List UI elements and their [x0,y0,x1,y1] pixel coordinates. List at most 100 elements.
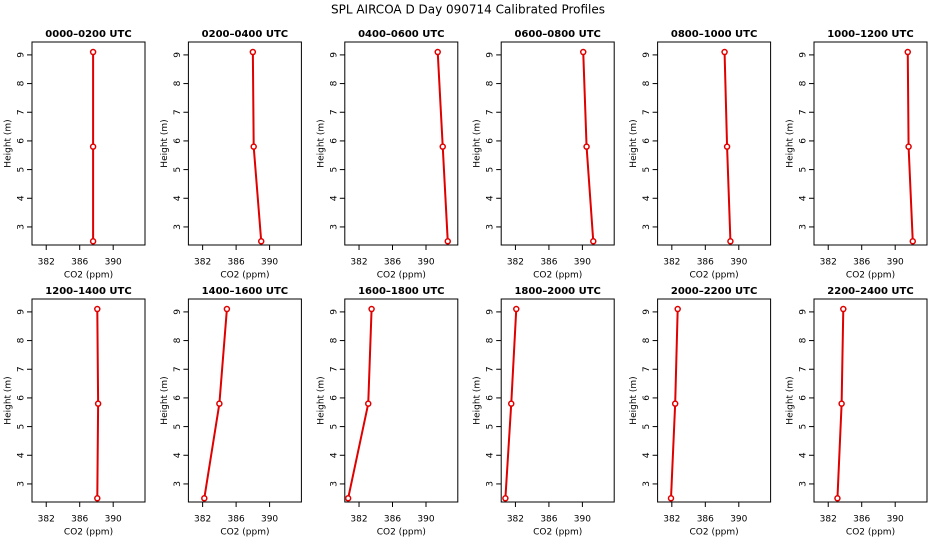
y-tick-label: 7 [17,366,27,372]
profile-point [667,495,675,502]
y-tick-label: 7 [486,109,496,115]
x-tick-label: 382 [350,258,367,268]
y-tick-label: 5 [173,424,183,430]
x-tick-label: 382 [820,258,837,268]
y-tick-label: 6 [173,395,183,401]
y-tick-label: 3 [642,481,652,487]
plot-frame [344,41,459,246]
x-axis-label: CO2 (ppm) [533,271,582,281]
y-tick-label: 7 [329,366,339,372]
x-tick-label: 386 [228,515,245,525]
y-axis-label: Height (m) [473,376,483,424]
y-tick-label: 6 [799,138,809,144]
profile-point [216,400,223,407]
y-tick-label: 8 [173,80,183,86]
x-tick-label: 382 [38,515,55,525]
y-tick-label: 7 [486,366,496,372]
profile-point [89,238,97,245]
x-axis-label: CO2 (ppm) [533,528,582,538]
y-tick-label: 3 [17,224,27,230]
y-tick-label: 9 [486,309,496,315]
profile-point [201,495,208,502]
y-tick-label: 3 [173,224,183,230]
x-tick-label: 390 [105,258,122,268]
panel-title: 0400–0600 UTC [358,29,444,40]
y-tick-label: 4 [799,452,809,458]
profile-point [590,238,597,245]
y-tick-label: 6 [17,395,27,401]
y-tick-label: 3 [329,481,339,487]
profile-point [723,143,731,150]
y-tick-label: 3 [799,481,809,487]
plot-frame [187,298,302,503]
y-axis-label: Height (m) [4,376,14,424]
x-tick-label: 390 [574,515,591,525]
y-tick-label: 6 [173,138,183,144]
y-tick-label: 8 [17,80,27,86]
y-tick-label: 4 [642,452,652,458]
x-tick-label: 386 [853,258,870,268]
x-tick-label: 390 [730,515,747,525]
y-tick-label: 4 [17,195,27,201]
profile-point [444,238,452,245]
y-axis-label: Height (m) [629,376,639,424]
y-tick-label: 4 [642,195,652,201]
x-tick-label: 382 [820,515,837,525]
y-tick-label: 5 [173,167,183,173]
x-tick-label: 390 [574,258,591,268]
profile-point [94,305,101,313]
y-tick-label: 9 [799,52,809,58]
x-tick-label: 386 [384,258,401,268]
y-tick-label: 3 [799,224,809,230]
y-tick-label: 8 [329,80,339,86]
profile-point [249,48,257,56]
x-tick-label: 390 [730,258,747,268]
y-tick-label: 6 [642,138,652,144]
y-tick-label: 3 [486,481,496,487]
y-tick-label: 4 [799,195,809,201]
y-tick-label: 3 [486,224,496,230]
profile-point [223,305,231,313]
x-tick-label: 386 [384,515,401,525]
profile-point [513,305,520,313]
profile-point [507,400,515,407]
y-tick-label: 5 [17,424,27,430]
x-tick-label: 390 [887,515,904,525]
panel-title: 0200–0400 UTC [202,29,288,40]
y-axis-label: Height (m) [316,376,326,424]
y-tick-label: 6 [329,138,339,144]
x-tick-label: 382 [663,258,680,268]
profile-point [904,48,911,56]
panel-title: 1000–1200 UTC [827,29,913,40]
y-tick-label: 6 [17,138,27,144]
x-axis-label: CO2 (ppm) [846,528,895,538]
profile-point [727,238,734,245]
y-tick-label: 9 [17,52,27,58]
x-tick-label: 390 [417,258,434,268]
y-tick-label: 7 [173,366,183,372]
y-tick-label: 8 [17,337,27,343]
x-tick-label: 390 [261,515,278,525]
y-tick-label: 7 [173,109,183,115]
profile-point [89,143,97,150]
y-axis-label: Height (m) [629,119,639,167]
panel-title: 1200–1400 UTC [45,286,131,297]
y-axis-label: Height (m) [473,119,483,167]
y-tick-label: 9 [17,309,27,315]
y-tick-label: 4 [173,452,183,458]
x-tick-label: 382 [507,258,524,268]
y-tick-label: 9 [642,52,652,58]
y-axis-label: Height (m) [160,376,170,424]
profile-point [89,48,97,56]
y-tick-label: 5 [799,167,809,173]
y-tick-label: 3 [642,224,652,230]
page-title: SPL AIRCOA D Day 090714 Calibrated Profi… [331,3,605,17]
profile-point [838,400,845,407]
y-tick-label: 7 [642,366,652,372]
y-tick-label: 3 [173,481,183,487]
profile-point [834,495,841,502]
x-tick-label: 386 [540,258,557,268]
x-axis-label: CO2 (ppm) [220,271,269,281]
profile-point [671,400,679,407]
y-tick-label: 6 [799,395,809,401]
